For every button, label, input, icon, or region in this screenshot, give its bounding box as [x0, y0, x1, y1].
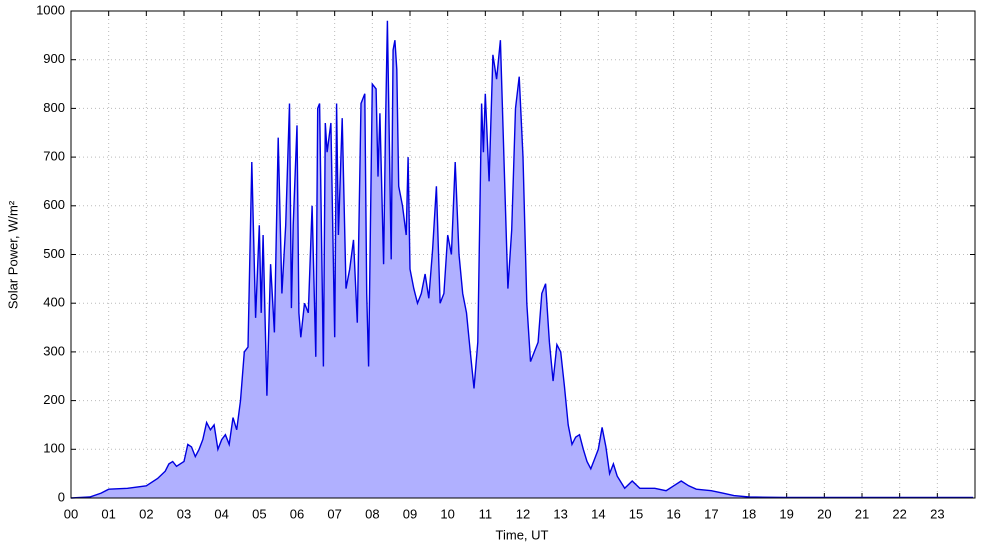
x-tick-label: 22	[892, 506, 906, 521]
y-axis-label: Solar Power, W/m²	[5, 200, 20, 309]
y-tick-label: 0	[58, 489, 65, 504]
x-tick-label: 20	[817, 506, 831, 521]
x-tick-label: 21	[855, 506, 869, 521]
x-tick-label: 06	[290, 506, 304, 521]
x-tick-label: 07	[327, 506, 341, 521]
x-tick-label: 09	[403, 506, 417, 521]
x-tick-label: 00	[64, 506, 78, 521]
x-tick-label: 13	[553, 506, 567, 521]
x-tick-label: 18	[742, 506, 756, 521]
x-tick-label: 17	[704, 506, 718, 521]
y-tick-label: 500	[43, 246, 65, 261]
x-tick-label: 23	[930, 506, 944, 521]
x-tick-label: 05	[252, 506, 266, 521]
x-tick-label: 01	[101, 506, 115, 521]
x-tick-label: 19	[779, 506, 793, 521]
y-tick-label: 900	[43, 51, 65, 66]
y-tick-label: 100	[43, 441, 65, 456]
x-axis-label: Time, UT	[496, 527, 549, 542]
y-tick-label: 300	[43, 343, 65, 358]
x-tick-label: 02	[139, 506, 153, 521]
y-tick-label: 1000	[36, 2, 65, 17]
y-tick-label: 700	[43, 149, 65, 164]
y-tick-label: 600	[43, 197, 65, 212]
y-tick-label: 400	[43, 295, 65, 310]
x-tick-label: 03	[177, 506, 191, 521]
area-line	[70, 20, 974, 499]
y-tick-label: 800	[43, 100, 65, 115]
x-tick-label: 04	[214, 506, 228, 521]
x-tick-label: 08	[365, 506, 379, 521]
y-tick-label: 200	[43, 392, 65, 407]
x-tick-label: 16	[666, 506, 680, 521]
x-tick-label: 15	[629, 506, 643, 521]
x-tick-label: 10	[440, 506, 454, 521]
x-tick-label: 12	[516, 506, 530, 521]
plot-frame	[70, 10, 976, 499]
x-tick-label: 14	[591, 506, 605, 521]
x-tick-label: 11	[479, 506, 493, 521]
